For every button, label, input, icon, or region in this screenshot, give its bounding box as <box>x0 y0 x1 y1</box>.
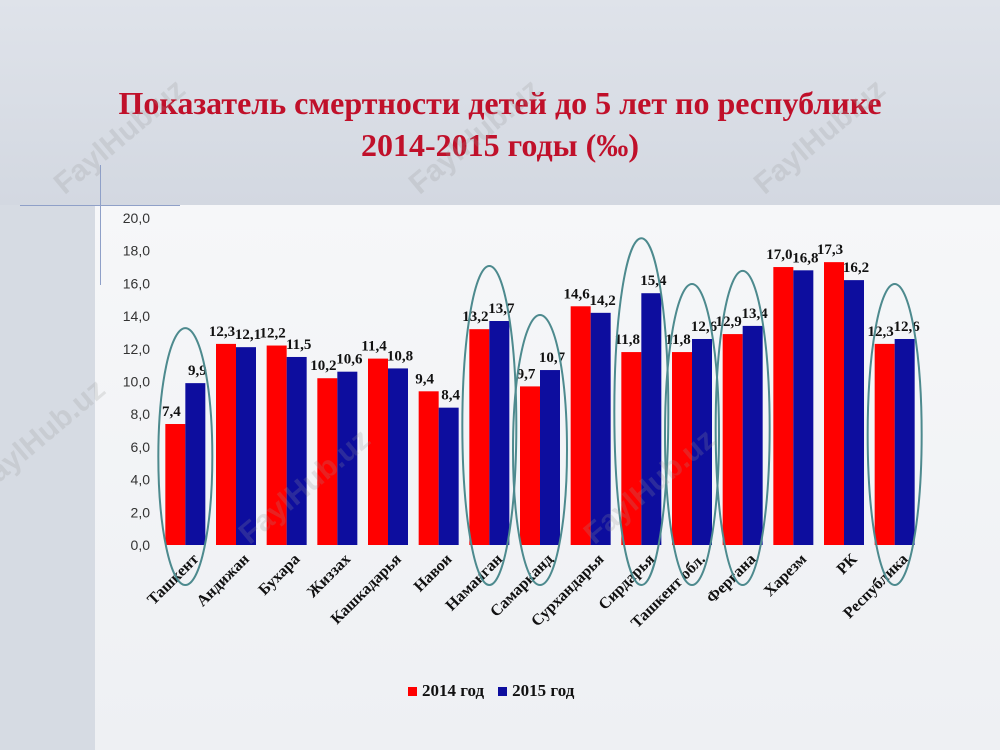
bar-2014 <box>418 391 439 545</box>
decor-cross-vertical <box>100 165 101 285</box>
bar-2015 <box>742 325 763 545</box>
bar-2015 <box>337 371 358 545</box>
bar-2015 <box>286 356 307 545</box>
bar-2015 <box>236 347 256 545</box>
bar-2014 <box>722 334 743 545</box>
bar-2014 <box>520 386 540 545</box>
highlight-ellipse <box>714 269 771 586</box>
data-label: 8,4 <box>441 388 460 404</box>
y-tick-label: 20,0 <box>123 210 150 226</box>
data-label: 16,2 <box>843 260 869 276</box>
bar-2015 <box>388 368 408 545</box>
data-label: 13,4 <box>742 306 769 322</box>
highlight-ellipse <box>157 327 214 586</box>
x-tick-label: Харезм <box>761 551 810 600</box>
legend-label-2015: 2015 год <box>512 681 575 700</box>
data-label: 16,8 <box>792 250 818 266</box>
legend-item-2015: 2015 год <box>498 681 574 701</box>
chart-legend: 2014 год 2015 год <box>408 681 588 701</box>
header-band <box>0 0 1000 205</box>
bar-2015 <box>641 293 662 545</box>
y-tick-label: 0,0 <box>131 537 151 553</box>
slide-title-line1: Показатель смертности детей до 5 лет по … <box>118 85 882 121</box>
highlight-ellipse <box>664 282 720 586</box>
data-label: 12,9 <box>716 314 742 330</box>
data-label: 10,8 <box>387 348 413 364</box>
data-label: 11,8 <box>615 332 640 348</box>
data-label: 12,6 <box>894 319 921 335</box>
data-label: 12,6 <box>691 319 718 335</box>
y-tick-label: 14,0 <box>123 308 150 324</box>
bar-2014 <box>165 424 186 545</box>
x-tick-label: Бухара <box>256 551 304 599</box>
bar-2015 <box>185 383 206 545</box>
data-label: 9,7 <box>517 366 536 382</box>
decor-cross-horizontal <box>20 205 180 206</box>
y-tick-label: 6,0 <box>131 439 151 455</box>
bar-2014 <box>824 262 844 545</box>
data-label: 12,1 <box>235 327 261 343</box>
data-label: 10,6 <box>336 352 363 368</box>
highlight-ellipse <box>613 237 670 587</box>
bar-2015 <box>540 370 560 545</box>
slide-title: Показатель смертности детей до 5 лет по … <box>0 82 1000 166</box>
bar-2015 <box>438 407 459 545</box>
bar-2014 <box>621 352 642 545</box>
legend-swatch-2015 <box>498 686 508 696</box>
y-tick-label: 18,0 <box>123 243 150 259</box>
y-tick-label: 8,0 <box>131 406 151 422</box>
bar-2014 <box>216 343 236 545</box>
bar-2014 <box>317 378 338 545</box>
slide-title-line2: 2014-2015 годы (‰) <box>361 127 639 163</box>
data-label: 11,8 <box>665 332 690 348</box>
bar-2014 <box>469 329 490 545</box>
data-label: 17,0 <box>766 247 792 263</box>
data-label: 11,5 <box>286 337 311 353</box>
highlight-ellipse <box>512 314 568 586</box>
highlight-ellipse <box>461 265 518 586</box>
y-tick-label: 10,0 <box>123 374 150 390</box>
data-label: 11,4 <box>361 339 387 355</box>
bar-2015 <box>793 270 814 545</box>
bar-2015 <box>692 338 712 545</box>
bar-2014 <box>874 343 895 545</box>
x-tick-label: Навои <box>411 551 456 596</box>
bar-2014 <box>773 267 794 545</box>
legend-swatch-2014 <box>408 686 417 696</box>
data-label: 12,2 <box>260 326 286 342</box>
bar-2014 <box>672 352 692 545</box>
data-label: 17,3 <box>817 242 843 258</box>
left-strip <box>0 205 95 750</box>
y-tick-label: 16,0 <box>123 275 150 291</box>
highlight-ellipse <box>866 282 923 586</box>
data-label: 13,7 <box>488 301 515 317</box>
bar-2015 <box>894 338 915 545</box>
y-tick-label: 4,0 <box>131 472 151 488</box>
x-tick-label: РК <box>834 551 861 578</box>
data-label: 7,4 <box>162 404 181 420</box>
bar-2015 <box>844 280 864 545</box>
bar-2014 <box>368 358 388 545</box>
y-tick-label: 12,0 <box>123 341 150 357</box>
legend-label-2014: 2014 год <box>422 681 485 700</box>
legend-item-2014: 2014 год <box>408 681 484 701</box>
data-label: 14,6 <box>564 286 591 302</box>
y-tick-label: 2,0 <box>131 504 151 520</box>
data-label: 12,3 <box>209 324 235 340</box>
data-label: 15,4 <box>640 273 667 289</box>
bar-2014 <box>266 345 287 545</box>
data-label: 13,2 <box>462 309 488 325</box>
bar-2015 <box>590 312 611 545</box>
data-label: 9,9 <box>188 363 207 379</box>
data-label: 14,2 <box>590 293 616 309</box>
data-label: 9,4 <box>415 371 434 387</box>
bar-2014 <box>570 306 591 545</box>
data-label: 10,2 <box>310 358 336 374</box>
x-tick-label: Жиззах <box>304 551 354 601</box>
data-label: 12,3 <box>868 324 894 340</box>
bar-2015 <box>489 321 510 545</box>
